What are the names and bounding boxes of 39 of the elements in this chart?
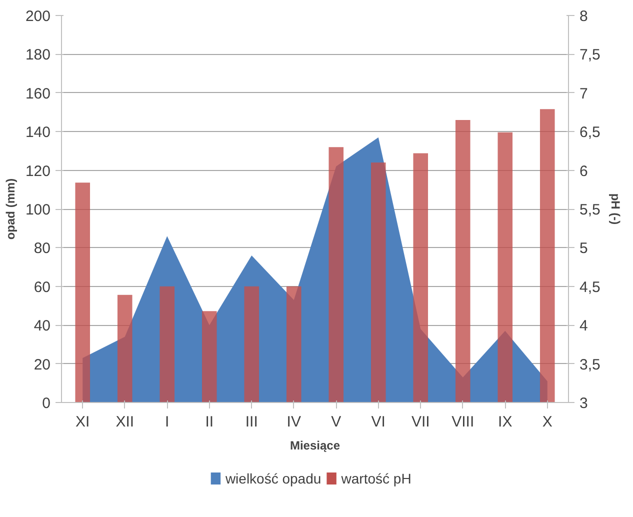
x-tick-label: X <box>542 414 552 430</box>
y-axis-title: opad (mm) <box>3 178 18 240</box>
y2-tick-label: 3 <box>580 395 588 412</box>
y2-tick-label: 4,5 <box>580 278 600 296</box>
x-tick-label: V <box>331 414 342 430</box>
y-tick-label: 160 <box>25 85 51 102</box>
x-tick-label: VI <box>371 414 386 430</box>
y2-tick-label: 6,5 <box>580 124 600 142</box>
y-tick-label: 20 <box>34 356 51 374</box>
x-tick-label: III <box>245 414 258 430</box>
x-tick-label: IX <box>498 414 512 430</box>
y-tick-label: 180 <box>25 46 51 64</box>
x-tick-label: I <box>165 414 170 430</box>
y2-tick-label: 8 <box>580 8 588 25</box>
y-tick-label: 80 <box>34 240 51 258</box>
legend-label: wartość pH <box>340 470 412 486</box>
y-tick-label: 120 <box>25 162 51 180</box>
y2-tick-label: 7,5 <box>580 46 600 64</box>
y-tick-label: 140 <box>25 124 51 142</box>
y2-tick-label: 7 <box>580 85 588 102</box>
y2-tick-label: 6 <box>580 162 588 180</box>
y2-tick-label: 3,5 <box>580 356 600 374</box>
x-tick-label: IV <box>286 414 301 430</box>
x-tick-label: II <box>205 414 214 430</box>
y-tick-label: 200 <box>25 8 51 25</box>
y-tick-label: 60 <box>34 278 51 296</box>
y2-tick-label: 4 <box>580 318 588 335</box>
y-tick-label: 100 <box>25 202 51 218</box>
x-tick-label: VII <box>411 414 430 430</box>
x-axis-title: Miesiące <box>290 438 340 452</box>
x-tick-label: XI <box>76 414 90 430</box>
y2-tick-label: 5,5 <box>580 202 600 218</box>
x-tick-label: XII <box>116 414 134 430</box>
y2-axis-title: pH (-) <box>608 193 622 225</box>
y-tick-label: 40 <box>34 318 51 335</box>
legend-label: wielkość opadu <box>224 470 322 486</box>
y-tick-label: 0 <box>42 395 50 412</box>
x-tick-label: VIII <box>452 414 474 430</box>
y2-tick-label: 5 <box>580 240 588 258</box>
